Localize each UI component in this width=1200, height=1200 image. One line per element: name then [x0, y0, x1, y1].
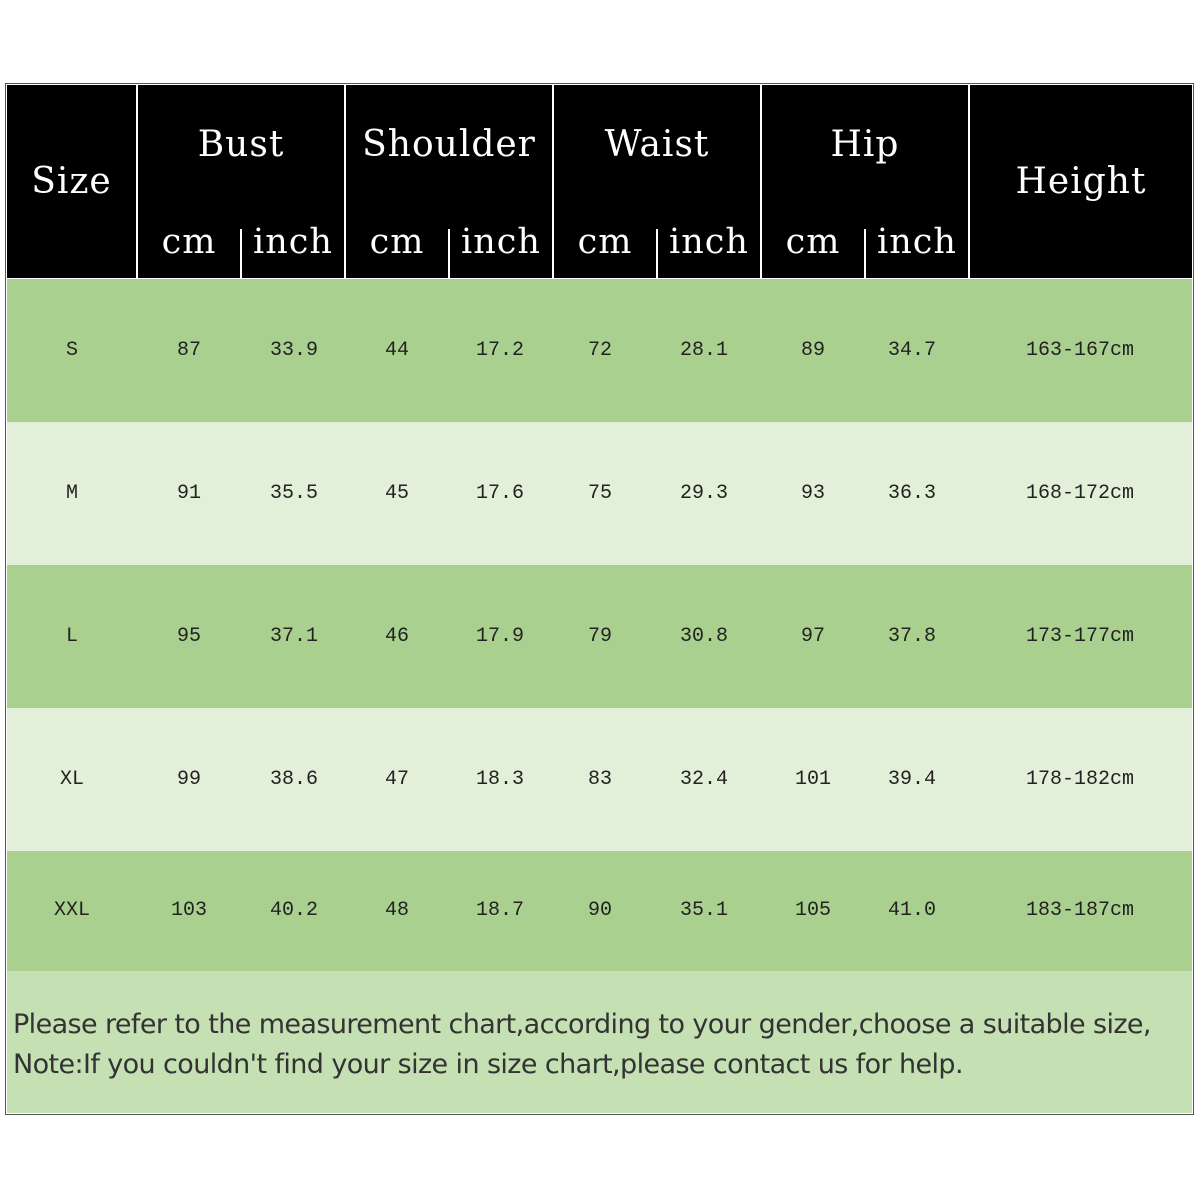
cell-value: 17.2 [475, 338, 524, 362]
cell-value: 91 [176, 481, 201, 505]
cell-value: 29.3 [679, 481, 728, 505]
header-unit-inch: inch [450, 205, 552, 278]
cell-value: 33.9 [269, 338, 318, 362]
cell-value: 99 [176, 767, 201, 791]
cell-size: L [65, 624, 78, 648]
cell-size: XXL [53, 899, 90, 922]
cell-value: 18.7 [475, 899, 524, 922]
cell-size: S [65, 338, 78, 362]
cell-value: 37.1 [269, 624, 318, 648]
header-unit-inch: inch [658, 205, 760, 278]
cell-value: 18.3 [475, 767, 524, 791]
cell-height: 183-187cm [1025, 899, 1135, 922]
table-row: M 91 35.5 45 17.6 75 29.3 93 36.3 168-172cm [7, 422, 1192, 565]
table-row: XXL 103 40.2 48 18.7 90 35.1 105 41.0 183-187cm [7, 851, 1192, 971]
cell-size: M [65, 481, 78, 505]
cell-height: 178-182cm [1025, 767, 1135, 791]
cell-value: 89 [800, 338, 825, 362]
cell-value: 35.1 [679, 899, 728, 922]
header-unit-inch: inch [242, 205, 344, 278]
cell-value: 103 [170, 899, 207, 922]
header-unit-cm: cm [554, 205, 656, 278]
header-unit-cm: cm [138, 205, 240, 278]
table-header: Size Bust Shoulder Waist Hip cm inch cm inch cm in… [7, 85, 1192, 280]
cell-value: 41.0 [887, 899, 936, 922]
size-note: Please refer to the measurement chart,ac… [7, 971, 1192, 1113]
cell-height: 163-167cm [1025, 338, 1135, 362]
cell-value: 37.8 [887, 624, 936, 648]
header-unit-inch: inch [866, 205, 968, 278]
cell-value: 36.3 [887, 481, 936, 505]
header-unit-cm: cm [346, 205, 448, 278]
cell-value: 30.8 [679, 624, 728, 648]
cell-height: 173-177cm [1025, 624, 1135, 648]
table-row: S 87 33.9 44 17.2 72 28.1 89 34.7 163-167cm [7, 279, 1192, 422]
table-row: L 95 37.1 46 17.9 79 30.8 97 37.8 173-177cm [7, 565, 1192, 708]
cell-value: 34.7 [887, 338, 936, 362]
note-line-2: Note:If you couldn't find your size in s… [13, 1049, 964, 1080]
cell-value: 72 [587, 338, 612, 362]
cell-value: 39.4 [887, 767, 936, 791]
cell-size: XL [59, 767, 84, 791]
cell-value: 75 [587, 481, 612, 505]
cell-value: 32.4 [679, 767, 728, 791]
size-chart-table: Size Bust Shoulder Waist Hip cm inch cm inch cm in… [5, 83, 1194, 1115]
cell-value: 87 [176, 338, 201, 362]
cell-value: 93 [800, 481, 825, 505]
cell-value: 95 [176, 624, 201, 648]
cell-value: 46 [384, 624, 409, 648]
cell-value: 35.5 [269, 481, 318, 505]
cell-value: 90 [587, 899, 612, 922]
cell-value: 17.6 [475, 481, 524, 505]
cell-value: 101 [794, 767, 831, 791]
cell-value: 79 [587, 624, 612, 648]
cell-value: 48 [384, 899, 409, 922]
cell-value: 97 [800, 624, 825, 648]
cell-value: 17.9 [475, 624, 524, 648]
header-height: Height [970, 85, 1192, 278]
cell-height: 168-172cm [1025, 481, 1135, 505]
cell-value: 40.2 [269, 899, 318, 922]
cell-value: 105 [794, 899, 831, 922]
cell-value: 45 [384, 481, 409, 505]
cell-value: 47 [384, 767, 409, 791]
cell-value: 28.1 [679, 338, 728, 362]
cell-value: 83 [587, 767, 612, 791]
header-unit-cm: cm [762, 205, 864, 278]
note-line-1: Please refer to the measurement chart,ac… [13, 1009, 1152, 1040]
table-row: XL 99 38.6 47 18.3 83 32.4 101 39.4 178-182cm [7, 708, 1192, 851]
header-size: Size [7, 85, 136, 278]
cell-value: 38.6 [269, 767, 318, 791]
cell-value: 44 [384, 338, 409, 362]
